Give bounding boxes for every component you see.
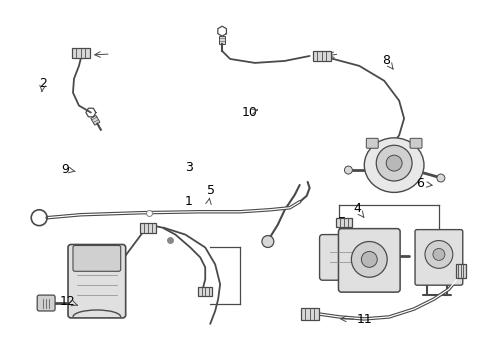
Bar [456,264,466,278]
Bar [72,48,90,58]
Bar [313,51,331,61]
FancyBboxPatch shape [319,235,369,280]
Bar [140,223,155,233]
Bar [337,218,352,227]
Circle shape [386,155,402,171]
Circle shape [262,235,274,247]
Text: 12: 12 [59,295,75,308]
Circle shape [361,251,377,267]
Text: 7: 7 [339,216,346,229]
Circle shape [351,242,387,277]
Circle shape [344,166,352,174]
Text: 5: 5 [207,184,215,197]
Bar [198,287,212,296]
FancyBboxPatch shape [410,138,422,148]
Text: 10: 10 [242,105,258,119]
Ellipse shape [365,138,424,192]
Bar [301,308,318,320]
Text: 1: 1 [185,195,193,208]
Circle shape [425,240,453,268]
FancyBboxPatch shape [37,295,55,311]
Text: 6: 6 [416,177,424,190]
FancyBboxPatch shape [73,246,121,271]
Text: 8: 8 [382,54,391,67]
Bar [91,115,100,125]
Circle shape [433,248,445,260]
Circle shape [376,145,412,181]
FancyBboxPatch shape [367,138,378,148]
Text: 4: 4 [353,202,361,215]
FancyBboxPatch shape [68,244,125,318]
Text: 3: 3 [185,161,193,174]
FancyBboxPatch shape [339,229,400,292]
Text: 11: 11 [357,313,372,326]
FancyBboxPatch shape [415,230,463,285]
Bar [219,36,225,44]
Text: 2: 2 [39,77,47,90]
Circle shape [437,174,445,182]
Text: 9: 9 [61,163,69,176]
